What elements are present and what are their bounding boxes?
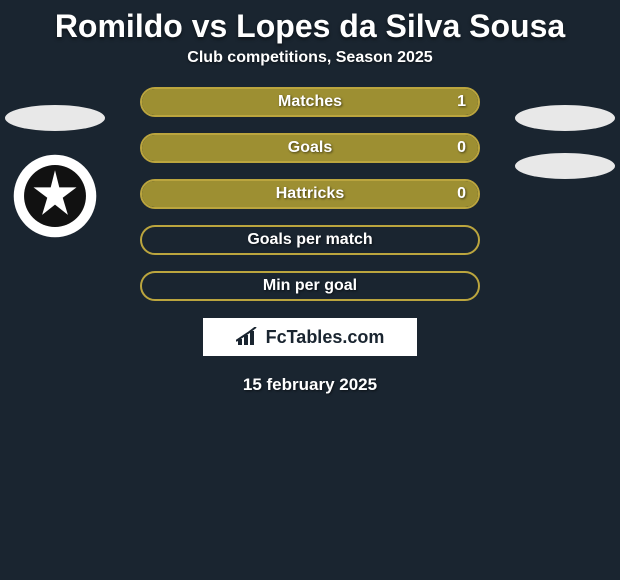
stat-label: Goals per match [142, 231, 478, 249]
player-photo-placeholder-right-2 [515, 153, 615, 179]
stat-bar-goals: Goals 0 [140, 133, 480, 163]
stat-label: Goals [142, 139, 478, 157]
right-player-column [510, 105, 620, 201]
logo-text: FcTables.com [266, 327, 385, 348]
left-player-column [0, 105, 110, 239]
page-subtitle: Club competitions, Season 2025 [0, 49, 620, 87]
fctables-logo: FcTables.com [202, 317, 418, 357]
left-club-badge [12, 153, 98, 239]
stat-value: 0 [457, 185, 466, 203]
stat-label: Matches [142, 93, 478, 111]
stat-bar-goals-per-match: Goals per match [140, 225, 480, 255]
stat-value: 0 [457, 139, 466, 157]
bar-chart-icon [236, 327, 262, 347]
botafogo-icon [12, 153, 98, 239]
stat-value: 1 [457, 93, 466, 111]
stat-bar-hattricks: Hattricks 0 [140, 179, 480, 209]
player-photo-placeholder-right-1 [515, 105, 615, 131]
stat-label: Hattricks [142, 185, 478, 203]
player-photo-placeholder-left [5, 105, 105, 131]
comparison-date: 15 february 2025 [0, 375, 620, 395]
stat-bars: Matches 1 Goals 0 Hattricks 0 Goals per … [140, 87, 480, 301]
stat-bar-min-per-goal: Min per goal [140, 271, 480, 301]
page-title: Romildo vs Lopes da Silva Sousa [0, 0, 620, 49]
stat-label: Min per goal [142, 277, 478, 295]
comparison-content: Matches 1 Goals 0 Hattricks 0 Goals per … [0, 87, 620, 395]
stat-bar-matches: Matches 1 [140, 87, 480, 117]
